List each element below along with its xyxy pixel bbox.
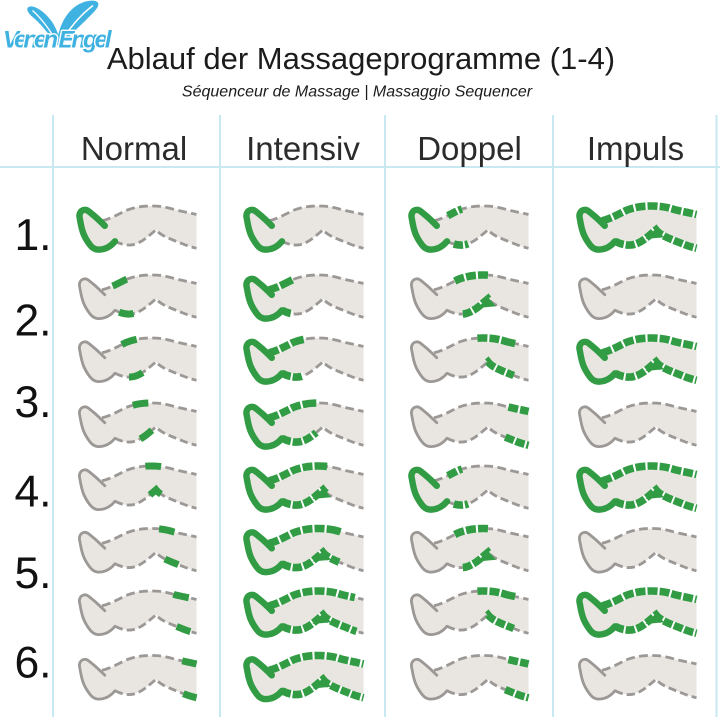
svg-text:Intensiv: Intensiv	[246, 130, 360, 167]
svg-text:1.: 1.	[14, 211, 51, 260]
svg-text:6.: 6.	[14, 639, 51, 688]
svg-text:Doppel: Doppel	[417, 130, 522, 167]
svg-text:Impuls: Impuls	[587, 130, 684, 167]
svg-text:Séquenceur de Massage | Massag: Séquenceur de Massage | Massaggio Sequen…	[182, 84, 533, 101]
svg-text:Ablauf der Massageprogramme (1: Ablauf der Massageprogramme (1-4)	[107, 41, 615, 76]
svg-text:Normal: Normal	[81, 130, 187, 167]
svg-text:5.: 5.	[14, 549, 51, 598]
svg-text:2.: 2.	[14, 297, 51, 346]
svg-text:Venen: Venen	[3, 27, 58, 54]
svg-text:Engel: Engel	[59, 27, 113, 54]
svg-text:3.: 3.	[14, 378, 51, 427]
svg-text:4.: 4.	[14, 468, 51, 517]
